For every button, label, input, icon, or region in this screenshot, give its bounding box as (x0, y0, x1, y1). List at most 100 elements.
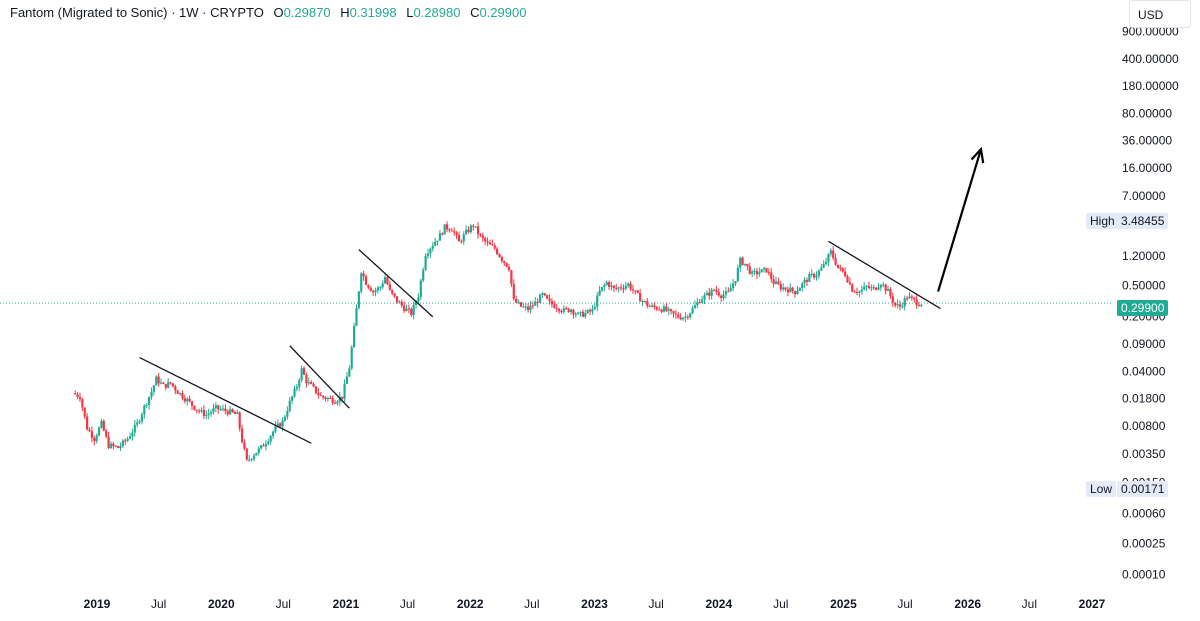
y-tick-label: 80.00000 (1122, 107, 1172, 121)
candle-body (629, 283, 632, 290)
candle-body (793, 291, 797, 295)
candle-body (455, 232, 458, 236)
candle-body (260, 445, 263, 449)
candle-body (312, 383, 315, 387)
x-tick-label: Jul (276, 597, 291, 611)
candle-body (202, 409, 206, 417)
candle-body (858, 291, 861, 293)
candle-body (145, 404, 148, 406)
candle-body (917, 304, 921, 306)
candle-body (548, 298, 551, 301)
candle-body (269, 436, 272, 442)
y-tick-label: 0.04000 (1122, 364, 1166, 378)
candle-body (121, 440, 124, 446)
low-key: L (406, 5, 414, 20)
candle-body (305, 374, 308, 384)
candle-body (875, 287, 878, 290)
x-tick-label: 2027 (1079, 597, 1106, 611)
candle-body (152, 385, 155, 392)
candle-body (562, 308, 565, 312)
candle-body (474, 226, 477, 228)
candle-body (193, 405, 196, 410)
candle-body (81, 399, 84, 408)
candle-body (386, 277, 389, 285)
candle-body (524, 306, 527, 308)
candle-body (715, 290, 718, 293)
time-axis[interactable]: 2019 Jul 2020 Jul 2021 Jul 2022 Jul 2023 Jul 2024 J… (84, 597, 1106, 611)
candle-body (429, 248, 432, 254)
candle-body (267, 441, 270, 444)
candle-body (612, 285, 616, 289)
candle-body (870, 287, 873, 289)
candle-body (577, 312, 580, 315)
candle-body (529, 305, 532, 311)
candle-body (908, 296, 911, 299)
candle-body (560, 311, 563, 313)
candle-body (262, 445, 265, 447)
candle-body (307, 382, 310, 384)
candle-body (581, 311, 585, 317)
candle-body (848, 282, 851, 285)
candle-body (465, 229, 468, 235)
candle-body (78, 397, 82, 400)
candle-body (298, 380, 301, 387)
candle-body (872, 287, 875, 289)
candle-body (102, 420, 105, 431)
candle-body (338, 396, 341, 402)
candle-body (791, 287, 794, 292)
candle-body (729, 288, 732, 292)
candle-body (276, 423, 279, 426)
trendlines[interactable] (139, 240, 941, 444)
currency-button[interactable]: USD (1129, 0, 1191, 28)
trendline (289, 345, 350, 409)
candle-body (546, 295, 549, 299)
candle-body (100, 420, 103, 428)
candle-body (291, 396, 294, 401)
candle-body (157, 376, 160, 384)
candle-body (333, 402, 337, 404)
candle-body (705, 292, 708, 296)
candle-body (550, 300, 554, 305)
candle-body (586, 310, 589, 314)
candle-body (822, 264, 825, 268)
candle-body (376, 287, 380, 291)
candle-body (500, 257, 503, 262)
candle-body (248, 459, 251, 461)
symbol-legend: Fantom (Migrated to Sonic) · 1W · CRYPTO… (10, 5, 526, 20)
symbol-title[interactable]: Fantom (Migrated to Sonic) · 1W · CRYPTO (10, 5, 264, 20)
candle-body (774, 281, 778, 284)
candle-body (112, 443, 115, 446)
candle-body (403, 305, 406, 311)
candle-body (588, 310, 592, 312)
high-marker-value: 3.48455 (1117, 213, 1169, 229)
candle-body (538, 294, 542, 303)
candle-body (355, 308, 358, 326)
candle-body (178, 393, 182, 395)
candle-body (97, 427, 101, 436)
candle-body (591, 308, 594, 312)
candle-body (105, 430, 108, 437)
candle-body (877, 287, 880, 290)
candle-body (786, 289, 790, 293)
low-marker-label: Low (1086, 481, 1117, 497)
y-tick-label: 900.00000 (1122, 25, 1179, 39)
candle-body (467, 229, 470, 233)
candle-body (674, 313, 677, 315)
candle-body (891, 296, 894, 303)
candle-body (920, 304, 923, 306)
candle-body (703, 295, 706, 300)
candle-body (131, 432, 134, 437)
candle-body (572, 309, 575, 315)
candle-body (615, 288, 618, 290)
high-key: H (340, 5, 350, 20)
candle-body (481, 235, 484, 239)
y-tick-label: 16.00000 (1122, 161, 1172, 175)
candle-body (660, 309, 663, 312)
candle-body (670, 309, 673, 312)
projection-arrow[interactable] (937, 146, 985, 292)
candle-body (662, 306, 666, 312)
candle-body (181, 393, 184, 399)
candle-body (422, 269, 425, 281)
candle-body (207, 413, 210, 416)
